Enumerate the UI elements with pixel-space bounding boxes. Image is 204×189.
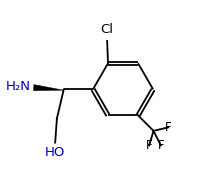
Text: F: F — [146, 139, 152, 152]
Text: F: F — [157, 139, 164, 152]
Polygon shape — [33, 84, 64, 91]
Text: HO: HO — [45, 146, 65, 159]
Text: H₂N: H₂N — [6, 80, 31, 93]
Text: Cl: Cl — [101, 23, 114, 36]
Text: F: F — [165, 121, 171, 134]
